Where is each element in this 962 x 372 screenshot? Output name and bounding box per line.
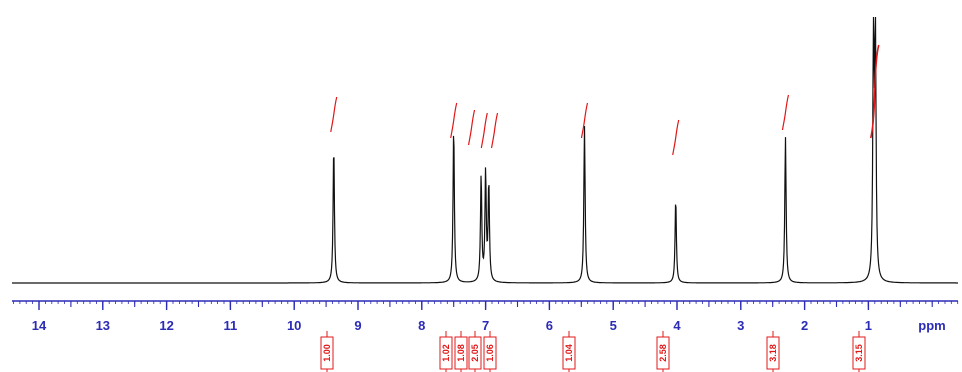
integral-label-text: 1.00 [322,344,332,362]
spectrum-trace [12,16,958,284]
x-axis-tick-label: 11 [224,318,238,333]
x-axis-major-ticks: 14 13 12 11 10 9 8 7 6 5 4 3 2 1 [32,301,872,333]
integral-label: 2.58 [656,331,670,372]
integral-label: 1.06 [483,331,497,372]
integral-curves [330,44,880,156]
x-axis-tick-label: 12 [159,318,173,333]
integral-label: 1.08 [454,331,468,372]
x-axis-tick-label: 13 [96,318,110,333]
x-axis: 14 13 12 11 10 9 8 7 6 5 4 3 2 1 ppm [12,300,959,333]
integral-label: 2.05 [468,331,482,372]
integral-labels: 1.00 1.02 1.08 2.05 1.06 1.04 2.58 3.18 3.15 [320,331,866,372]
integral-curve [672,119,680,156]
x-axis-tick-label: 8 [418,318,425,333]
integral-label-text: 2.05 [470,344,480,362]
integral-label-text: 1.04 [564,344,574,362]
integral-label: 1.02 [439,331,453,372]
integral-label-text: 1.08 [456,344,466,362]
integral-curve [580,102,589,139]
integral-label: 1.04 [562,331,576,372]
x-axis-tick-label: 2 [801,318,808,333]
integral-curve [450,102,458,139]
integral-curve [480,112,488,149]
integral-label: 3.15 [852,331,866,372]
integral-label-text: 1.02 [441,344,451,362]
integral-label-text: 3.18 [768,344,778,362]
x-axis-tick-label: 3 [737,318,744,333]
x-axis-tick-label: 10 [287,318,301,333]
integral-label: 3.18 [766,331,780,372]
integral-label-text: 3.15 [854,344,864,362]
integral-curve [869,44,880,139]
integral-curve [781,94,790,131]
x-axis-tick-label: 9 [354,318,361,333]
x-axis-tick-label: 1 [865,318,872,333]
x-axis-tick-label: 6 [546,318,553,333]
spectrum-layer [12,16,958,284]
integral-curve [490,112,499,149]
integral-curve [330,96,338,133]
x-axis-tick-label: 4 [673,318,681,333]
x-axis-unit-label: ppm [918,318,945,333]
x-axis-tick-label: 7 [482,318,489,333]
x-axis-tick-label: 14 [32,318,47,333]
integral-label-text: 2.58 [658,344,668,362]
integral-curve [467,109,476,146]
integral-label-text: 1.06 [485,344,495,362]
x-axis-tick-label: 5 [610,318,617,333]
integral-label: 1.00 [320,331,334,372]
